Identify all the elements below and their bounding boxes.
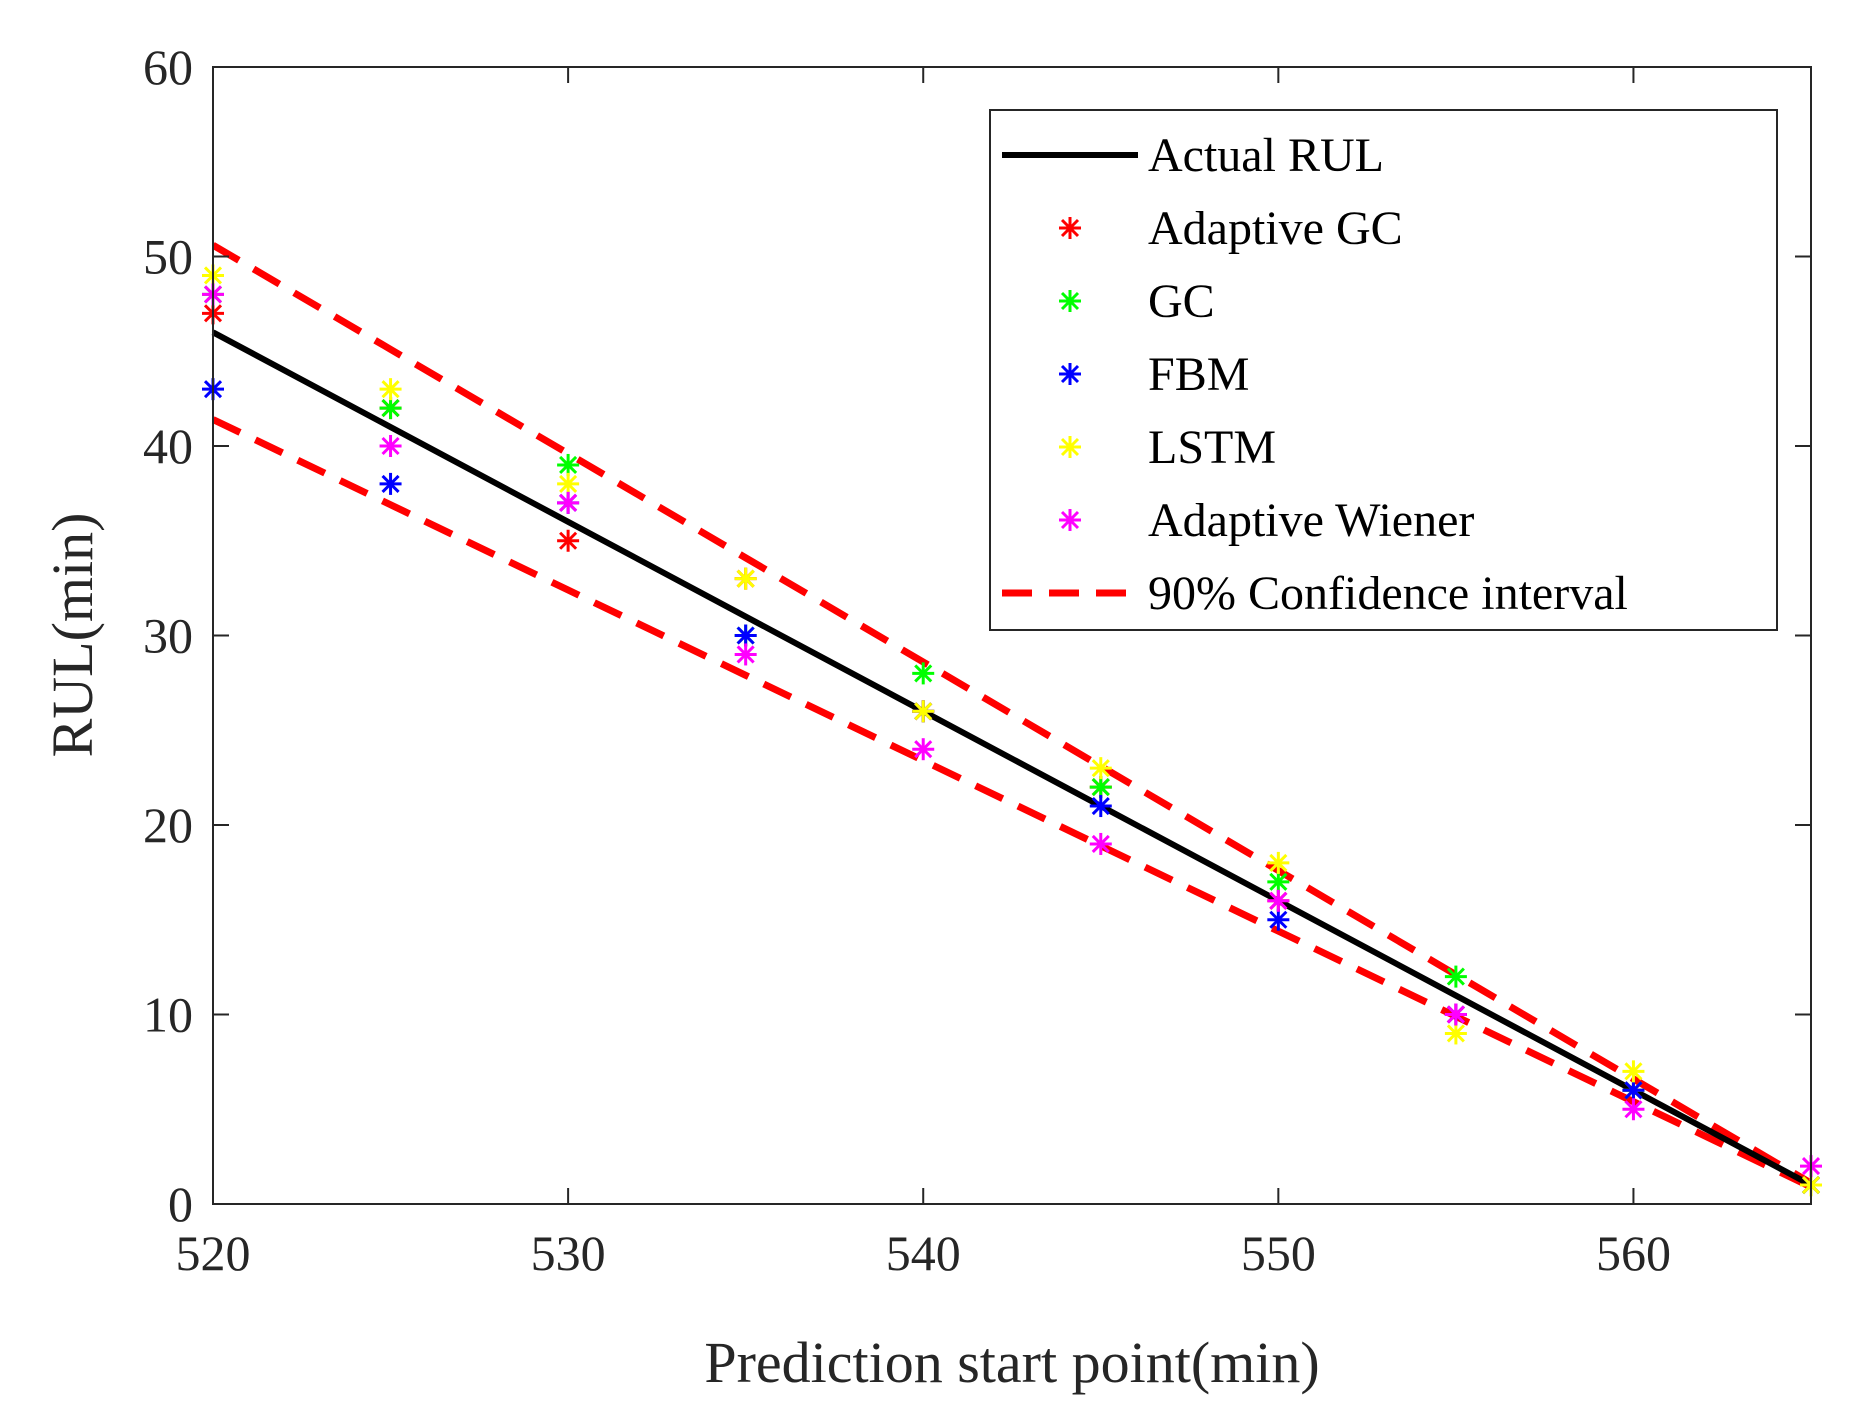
point-gc (912, 662, 935, 685)
x-tick-label: 550 (1241, 1225, 1316, 1281)
y-tick-label: 60 (143, 39, 193, 95)
x-axis-label: Prediction start point(min) (704, 1330, 1319, 1395)
point-lstm (1089, 757, 1112, 780)
legend-entry-90-confidence-interval: 90% Confidence interval (1002, 567, 1628, 620)
point-lstm (379, 378, 402, 401)
legend-label: LSTM (1148, 421, 1276, 474)
point-gc (379, 397, 402, 420)
axis-tick-labels: 520 530 540 550 560 0 10 20 30 40 50 60 (143, 39, 1671, 1281)
point-gc (1089, 776, 1112, 799)
legend-label: Actual RUL (1148, 129, 1384, 182)
legend: Actual RUL Adaptive GC GC FBM LSTM Adaptive W… (989, 109, 1778, 631)
point-lstm (734, 567, 757, 590)
confidence-interval-lines (213, 242, 1811, 1191)
y-tick-label: 10 (143, 987, 193, 1043)
y-tick-label: 40 (143, 418, 193, 474)
confidence-upper-line (213, 242, 1811, 1187)
point-fbm (1267, 908, 1290, 931)
legend-entry-adaptive-gc: Adaptive GC (1059, 202, 1403, 255)
legend-label: GC (1148, 275, 1215, 328)
point-fbm (379, 472, 402, 495)
point-lstm (912, 700, 935, 723)
point-adaptive-wiener (734, 643, 757, 666)
legend-swatch-marker (1059, 509, 1081, 531)
y-tick-label: 20 (143, 797, 193, 853)
legend-swatch-marker (1059, 363, 1081, 385)
point-lstm (1622, 1060, 1645, 1083)
point-gc (1267, 870, 1290, 893)
legend-label: 90% Confidence interval (1148, 567, 1628, 620)
actual-rul-line (211, 329, 1813, 1188)
confidence-lower-line (213, 416, 1811, 1191)
point-lstm (1267, 851, 1290, 874)
x-tick-label: 520 (176, 1225, 251, 1281)
y-tick-label: 30 (143, 608, 193, 664)
legend-swatch-marker (1059, 436, 1081, 458)
x-tick-label: 540 (886, 1225, 961, 1281)
point-adaptive-wiener (1267, 889, 1290, 912)
legend-swatch-marker (1059, 217, 1081, 239)
legend-label: FBM (1148, 348, 1249, 401)
legend-entry-lstm: LSTM (1059, 421, 1276, 474)
y-tick-label: 0 (168, 1176, 193, 1232)
prediction-markers (202, 264, 1822, 1197)
point-fbm (1622, 1079, 1645, 1102)
legend-swatch-marker (1059, 290, 1081, 312)
legend-label: Adaptive GC (1148, 202, 1403, 255)
legend-entry-fbm: FBM (1059, 348, 1249, 401)
point-adaptive-wiener (1444, 1003, 1467, 1026)
point-adaptive-wiener (912, 738, 935, 761)
actual-rul-line-group (211, 329, 1813, 1188)
point-adaptive-wiener (379, 435, 402, 457)
y-tick-label: 50 (143, 229, 193, 285)
legend-entry-actual-rul: Actual RUL (1002, 129, 1384, 182)
legend-box (989, 109, 1778, 631)
point-adaptive-gc (557, 529, 580, 552)
x-tick-label: 530 (531, 1225, 606, 1281)
x-tick-label: 560 (1596, 1225, 1671, 1281)
point-adaptive-wiener (1622, 1098, 1645, 1121)
axis-ticks (212, 66, 1811, 1205)
y-axis-label: RUL(min) (40, 513, 105, 758)
legend-label: Adaptive Wiener (1148, 494, 1474, 547)
point-gc (1444, 965, 1467, 988)
series-adaptive-wiener (202, 283, 1822, 1178)
point-gc (557, 453, 580, 476)
legend-entry-adaptive-wiener: Adaptive Wiener (1059, 494, 1474, 547)
point-lstm (1444, 1022, 1467, 1045)
legend-entry-gc: GC (1059, 275, 1215, 328)
point-adaptive-wiener (557, 491, 580, 514)
point-fbm (1089, 795, 1112, 818)
point-lstm (557, 472, 580, 495)
point-adaptive-wiener (1089, 832, 1112, 855)
point-fbm (734, 624, 757, 647)
